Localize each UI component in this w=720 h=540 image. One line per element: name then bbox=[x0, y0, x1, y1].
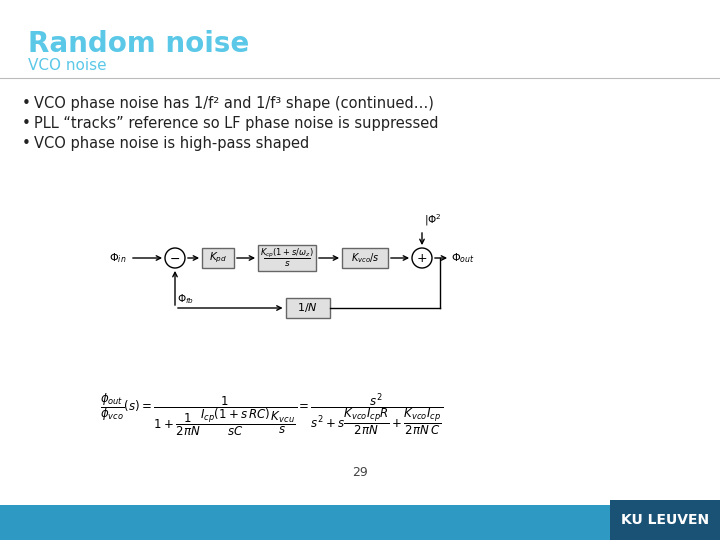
Text: $\Phi_{in}$: $\Phi_{in}$ bbox=[109, 251, 126, 265]
Text: $\Phi_{fb}$: $\Phi_{fb}$ bbox=[177, 292, 194, 306]
Text: $\Phi_{out}$: $\Phi_{out}$ bbox=[451, 251, 475, 265]
Text: VCO noise: VCO noise bbox=[28, 58, 107, 73]
Text: PLL “tracks” reference so LF phase noise is suppressed: PLL “tracks” reference so LF phase noise… bbox=[34, 116, 438, 131]
Text: VCO phase noise has 1/f² and 1/f³ shape (continued…): VCO phase noise has 1/f² and 1/f³ shape … bbox=[34, 96, 434, 111]
FancyBboxPatch shape bbox=[202, 248, 234, 268]
FancyBboxPatch shape bbox=[258, 245, 316, 271]
Text: •: • bbox=[22, 136, 31, 151]
Text: $K_{pd}$: $K_{pd}$ bbox=[209, 251, 227, 265]
Text: $K_{cp}(1+s/\omega_z)$: $K_{cp}(1+s/\omega_z)$ bbox=[260, 246, 314, 260]
Bar bbox=[610, 500, 720, 540]
Text: +: + bbox=[417, 252, 427, 265]
Text: $|\Phi^2$: $|\Phi^2$ bbox=[424, 212, 441, 228]
Text: $s$: $s$ bbox=[284, 260, 290, 268]
Text: $K_{vco}/s$: $K_{vco}/s$ bbox=[351, 251, 379, 265]
Text: $\dfrac{\phi_{out}}{\phi_{vco}}(s) = \dfrac{1}{1+\dfrac{1}{2\pi N}\dfrac{I_{cp}(: $\dfrac{\phi_{out}}{\phi_{vco}}(s) = \df… bbox=[100, 392, 444, 438]
Text: $1/N$: $1/N$ bbox=[297, 301, 318, 314]
Text: •: • bbox=[22, 116, 31, 131]
Text: 29: 29 bbox=[352, 465, 368, 478]
FancyBboxPatch shape bbox=[286, 298, 330, 318]
Bar bbox=[0, 505, 720, 540]
Text: •: • bbox=[22, 96, 31, 111]
Text: VCO phase noise is high-pass shaped: VCO phase noise is high-pass shaped bbox=[34, 136, 310, 151]
FancyBboxPatch shape bbox=[342, 248, 388, 268]
Text: −: − bbox=[170, 253, 180, 266]
Text: KU LEUVEN: KU LEUVEN bbox=[621, 513, 709, 527]
Text: Random noise: Random noise bbox=[28, 30, 249, 58]
